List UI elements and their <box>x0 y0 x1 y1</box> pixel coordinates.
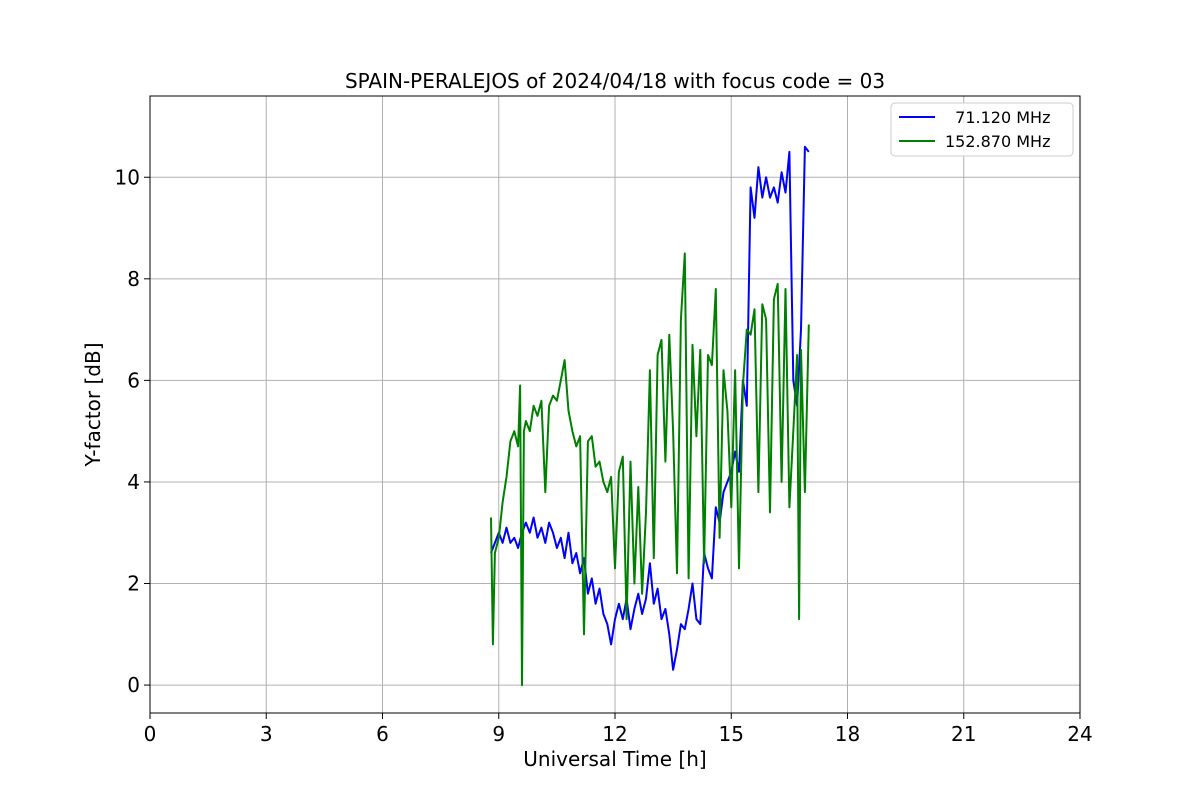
y-tick-label: 10 <box>115 165 140 189</box>
x-tick-label: 9 <box>492 722 505 746</box>
y-tick-label: 4 <box>127 470 140 494</box>
x-tick-label: 21 <box>951 722 976 746</box>
x-axis-label: Universal Time [h] <box>523 747 706 771</box>
y-axis-ticks: 0 2 4 6 8 10 <box>115 165 150 697</box>
legend: 71.120 MHz 152.870 MHz <box>890 102 1074 157</box>
series-line-71mhz <box>490 145 810 671</box>
chart-title: SPAIN-PERALEJOS of 2024/04/18 with focus… <box>345 69 885 93</box>
x-axis-ticks: 0 3 6 9 12 15 18 21 24 <box>144 713 1093 746</box>
legend-label-152mhz: 152.870 MHz <box>945 132 1050 151</box>
y-axis-label: Y-factor [dB] <box>81 342 105 467</box>
plot-lines <box>490 145 810 687</box>
x-tick-label: 6 <box>376 722 389 746</box>
legend-label-71mhz: 71.120 MHz <box>945 108 1050 127</box>
grid <box>149 96 1081 713</box>
y-tick-label: 8 <box>127 267 140 291</box>
x-tick-label: 0 <box>144 722 157 746</box>
x-tick-label: 15 <box>719 722 744 746</box>
series-line-152mhz <box>490 252 810 687</box>
y-tick-label: 6 <box>127 368 140 392</box>
x-tick-label: 18 <box>835 722 860 746</box>
x-tick-label: 24 <box>1067 722 1092 746</box>
y-tick-label: 2 <box>127 572 140 596</box>
x-tick-label: 12 <box>602 722 627 746</box>
legend-box <box>890 102 1074 157</box>
y-tick-label: 0 <box>127 673 140 697</box>
x-tick-label: 3 <box>260 722 273 746</box>
